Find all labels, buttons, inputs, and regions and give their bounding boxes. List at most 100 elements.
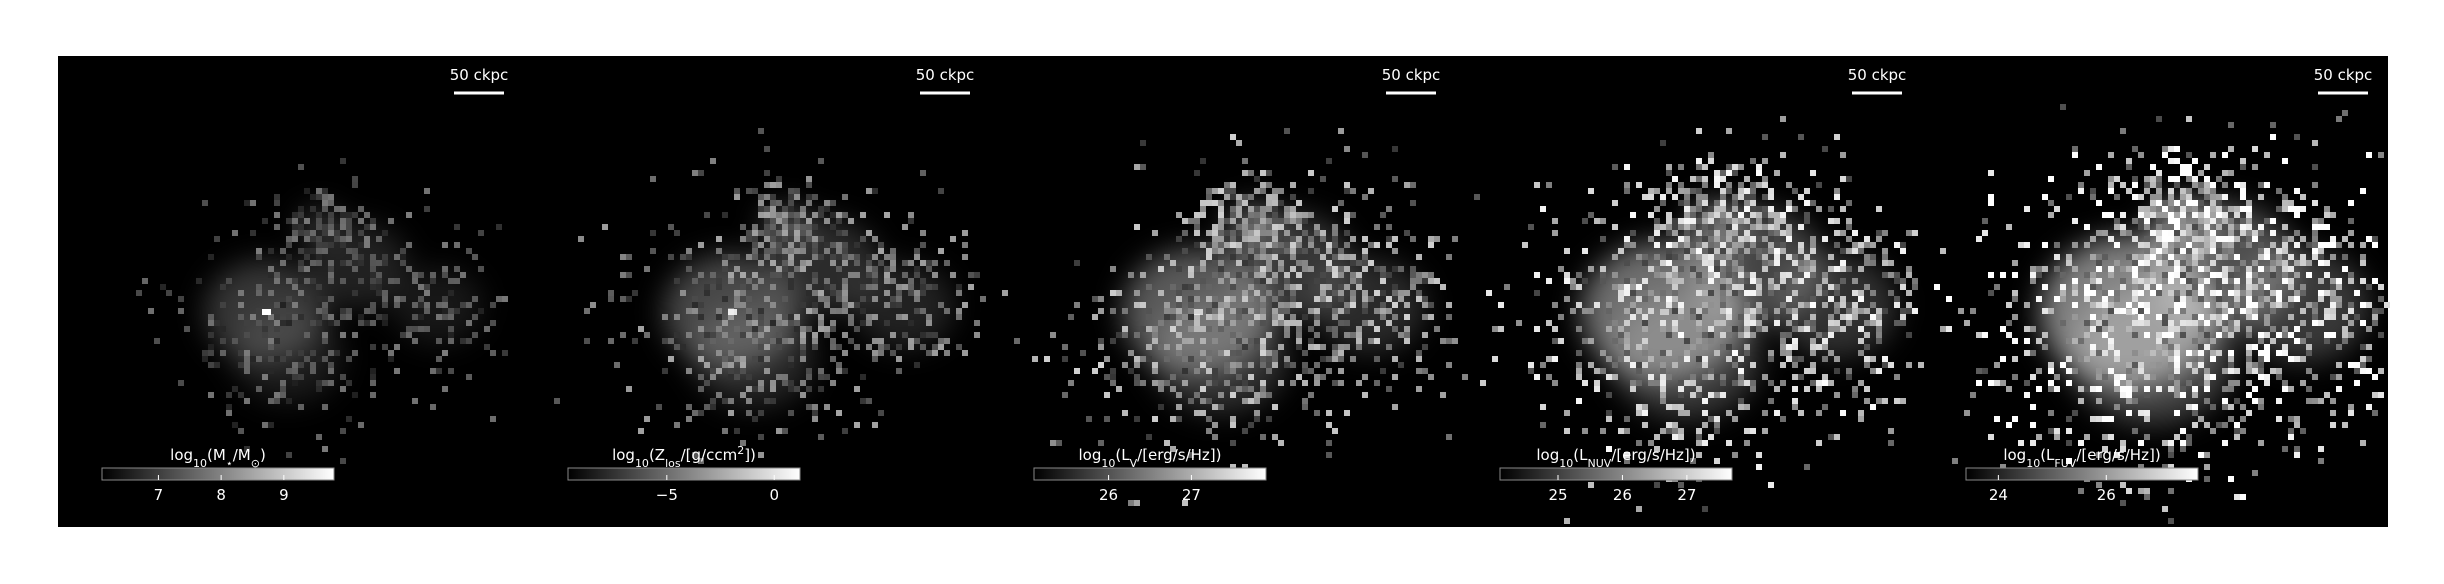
pixel (1218, 242, 1224, 248)
pixel (1612, 320, 1618, 326)
pixel (310, 278, 316, 284)
pixel (244, 320, 250, 326)
label-part: los (665, 457, 681, 470)
pixel (1840, 206, 1846, 212)
pixel (1194, 410, 1200, 416)
pixel (878, 242, 884, 248)
pixel (1666, 296, 1672, 302)
pixel (1140, 326, 1146, 332)
pixel (2162, 350, 2168, 356)
pixel (2108, 176, 2114, 182)
pixel (2162, 236, 2168, 242)
pixel (1422, 302, 1428, 308)
pixel (1230, 206, 1236, 212)
pixel (2258, 266, 2264, 272)
pixel (1858, 410, 1864, 416)
pixel (2258, 302, 2264, 308)
pixel (1852, 308, 1858, 314)
pixel (1828, 380, 1834, 386)
pixel (208, 320, 214, 326)
pixel (2102, 254, 2108, 260)
pixel (1290, 266, 1296, 272)
pixel (704, 290, 710, 296)
pixel (2216, 194, 2222, 200)
pixel (304, 278, 310, 284)
pixel (1260, 254, 1266, 260)
pixel (1762, 428, 1768, 434)
pixel (298, 206, 304, 212)
pixel (788, 320, 794, 326)
pixel (1834, 218, 1840, 224)
pixel (1876, 308, 1882, 314)
pixel (2234, 224, 2240, 230)
pixel (1534, 374, 1540, 380)
pixel (352, 176, 358, 182)
pixel (1726, 308, 1732, 314)
pixel (2306, 272, 2312, 278)
pixel (686, 308, 692, 314)
pixel (2186, 242, 2192, 248)
pixel (1332, 266, 1338, 272)
pixel (1552, 302, 1558, 308)
pixel (1810, 338, 1816, 344)
pixel (328, 200, 334, 206)
pixel (292, 284, 298, 290)
pixel (1188, 272, 1194, 278)
pixel (2264, 266, 2270, 272)
pixel (340, 206, 346, 212)
pixel (1314, 278, 1320, 284)
pixel (1308, 212, 1314, 218)
pixel (800, 230, 806, 236)
pixel (1350, 332, 1356, 338)
pixel (878, 410, 884, 416)
pixel (2288, 254, 2294, 260)
pixel (1988, 170, 1994, 176)
pixel (1576, 302, 1582, 308)
colorbar-tick-label: 0 (769, 486, 779, 504)
pixel (1810, 326, 1816, 332)
pixel (1900, 308, 1906, 314)
pixel (788, 338, 794, 344)
pixel (2168, 194, 2174, 200)
pixel (830, 320, 836, 326)
pixel (1720, 188, 1726, 194)
pixel (1176, 404, 1182, 410)
pixel (1212, 242, 1218, 248)
pixel (1206, 398, 1212, 404)
pixel (1744, 194, 1750, 200)
pixel (1702, 200, 1708, 206)
pixel (2252, 302, 2258, 308)
pixel (1386, 308, 1392, 314)
pixel (1678, 308, 1684, 314)
pixel (2114, 290, 2120, 296)
pixel (2090, 386, 2096, 392)
pixel (1278, 344, 1284, 350)
pixel (890, 332, 896, 338)
pixel (1392, 326, 1398, 332)
pixel (1272, 356, 1278, 362)
pixel (1882, 362, 1888, 368)
pixel (758, 128, 764, 134)
pixel (2138, 260, 2144, 266)
pixel (268, 398, 274, 404)
pixel (2360, 356, 2366, 362)
pixel (2102, 266, 2108, 272)
pixel (1822, 404, 1828, 410)
pixel (460, 338, 466, 344)
pixel (1900, 278, 1906, 284)
pixel (2054, 374, 2060, 380)
pixel (1678, 302, 1684, 308)
pixel (1846, 176, 1852, 182)
pixel (710, 398, 716, 404)
pixel (710, 272, 716, 278)
pixel (644, 266, 650, 272)
pixel (232, 422, 238, 428)
pixel (2222, 248, 2228, 254)
pixel (1534, 182, 1540, 188)
pixel (2246, 206, 2252, 212)
pixel (2240, 278, 2246, 284)
pixel (2144, 248, 2150, 254)
pixel (2090, 326, 2096, 332)
pixel (1296, 338, 1302, 344)
